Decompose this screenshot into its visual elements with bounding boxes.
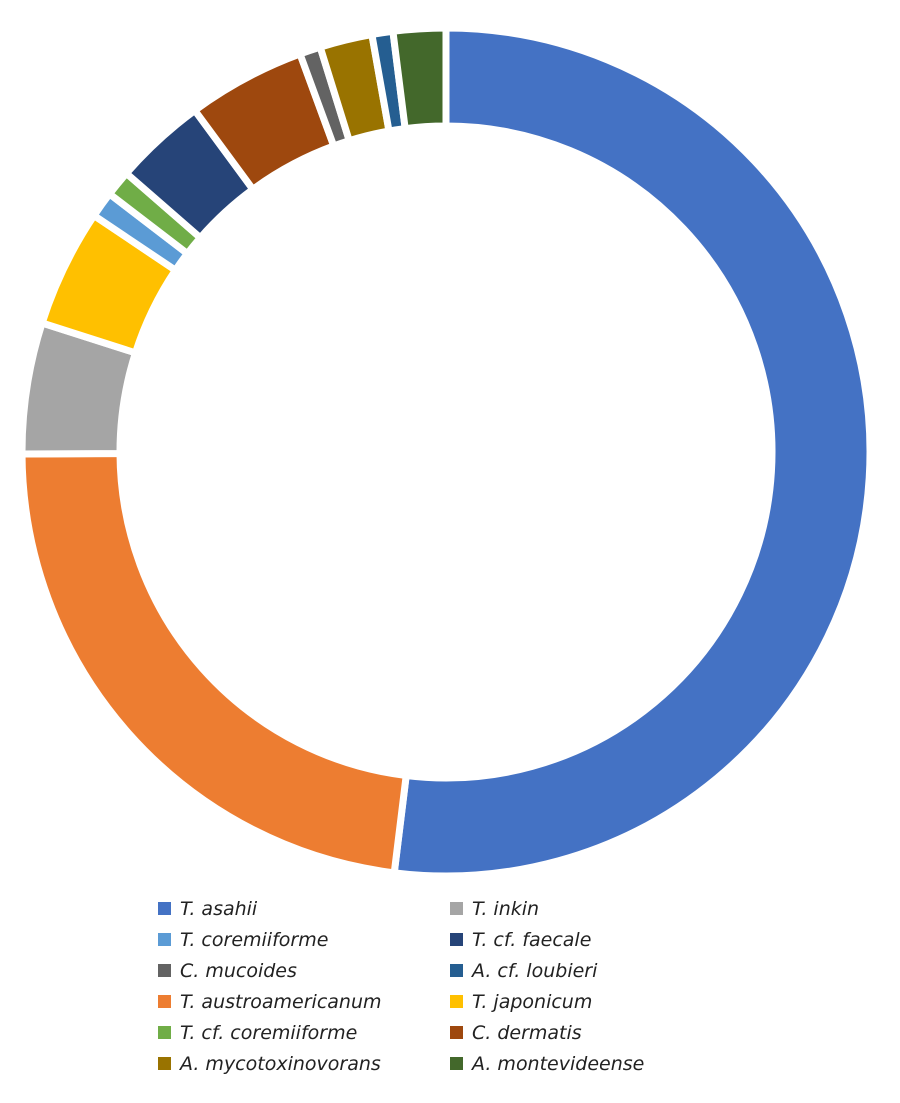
legend-label: T. coremiiforme [180, 928, 329, 951]
legend-label: C. mucoides [180, 959, 297, 982]
legend-item: C. dermatis [450, 1019, 710, 1046]
legend-item: A. mycotoxinovorans [158, 1050, 450, 1077]
legend-item: T. coremiiforme [158, 926, 450, 953]
legend-label: A. montevideense [472, 1052, 645, 1075]
legend-label: T. inkin [472, 897, 540, 920]
slice-t-asahii [390, 24, 874, 880]
legend-label: A. cf. loubieri [472, 959, 598, 982]
legend-swatch [158, 902, 171, 915]
legend-item: T. inkin [450, 895, 710, 922]
legend-item: T. asahii [158, 895, 450, 922]
legend-item: T. cf. coremiiforme [158, 1019, 450, 1046]
legend-label: T. asahii [180, 897, 258, 920]
legend: T. asahii T. inkin T. coremiiforme T. cf. f… [158, 895, 710, 1077]
legend-label: T. cf. coremiiforme [180, 1021, 358, 1044]
legend-label: T. japonicum [472, 990, 593, 1013]
legend-swatch [158, 995, 171, 1008]
legend-label: T. cf. faecale [472, 928, 592, 951]
donut-chart [18, 24, 874, 880]
legend-swatch [450, 1057, 463, 1070]
legend-swatch [158, 1057, 171, 1070]
legend-swatch [450, 1026, 463, 1039]
legend-swatch [158, 1026, 171, 1039]
legend-item: T. austroamericanum [158, 988, 450, 1015]
slice-t-austroamericanum [18, 450, 411, 877]
legend-label: T. austroamericanum [180, 990, 382, 1013]
legend-swatch [450, 995, 463, 1008]
legend-item: T. cf. faecale [450, 926, 710, 953]
legend-swatch [450, 902, 463, 915]
legend-item: C. mucoides [158, 957, 450, 984]
legend-swatch [158, 933, 171, 946]
legend-swatch [158, 964, 171, 977]
legend-item: T. japonicum [450, 988, 710, 1015]
legend-label: A. mycotoxinovorans [180, 1052, 381, 1075]
legend-swatch [450, 964, 463, 977]
legend-swatch [450, 933, 463, 946]
legend-item: A. montevideense [450, 1050, 710, 1077]
legend-label: C. dermatis [472, 1021, 582, 1044]
legend-item: A. cf. loubieri [450, 957, 710, 984]
slice-a-montevideense [389, 24, 450, 133]
